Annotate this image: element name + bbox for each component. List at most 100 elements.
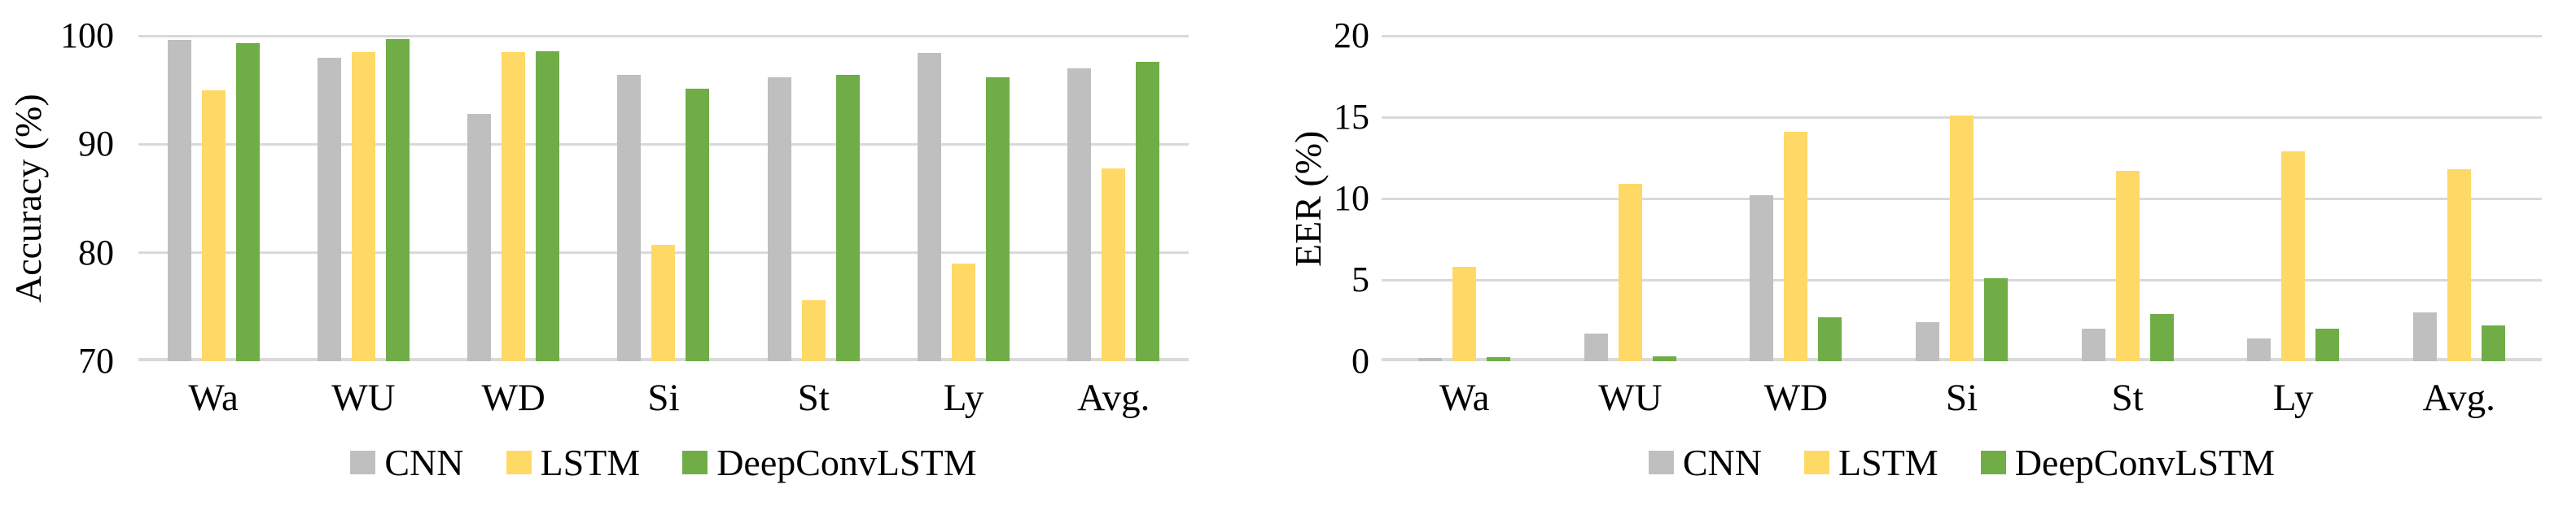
y-tick-label-10: 10 (1334, 178, 1369, 218)
bar-group-si (1879, 36, 2045, 361)
legend-item-cnn: CNN (1648, 441, 1762, 483)
bar-deepconvlstm-wd (1818, 317, 1842, 361)
lstm-legend-swatch-icon (1804, 451, 1829, 475)
bar-deepconvlstm-wd (536, 50, 560, 361)
bar-cnn-avg (2412, 312, 2437, 361)
bar-cnn-ly (2247, 338, 2272, 361)
bar-deepconvlstm-wa (235, 43, 260, 361)
bar-lstm-wu (1618, 184, 1642, 361)
eer-x-axis: Wa WU WD Si St Ly Avg. (1288, 361, 2542, 420)
accuracy-y-axis-tick-labels: 100 90 80 70 (57, 18, 114, 379)
deepconvlstm-legend-swatch-icon (1980, 451, 2006, 475)
legend-item-deepconvlstm: DeepConvLSTM (1980, 441, 2276, 483)
bar-cnn-st (2081, 329, 2105, 361)
bar-deepconvlstm-avg (2481, 325, 2505, 361)
accuracy-legend: CNN LSTM DeepConvLSTM (138, 441, 1189, 483)
category-label-wa: Wa (188, 377, 239, 419)
bar-group-avg (1039, 36, 1189, 361)
deepconvlstm-legend-swatch-icon (682, 451, 708, 475)
bar-cnn-si (617, 75, 642, 361)
bar-deepconvlstm-st (835, 75, 860, 361)
eer-chart: EER (%) 20 15 10 5 0 Wa WU WD Si St Ly Avg. CNN LST… (1287, 0, 2576, 515)
accuracy-chart: Accuracy (%) 100 90 80 70 Wa WU WD Si St Ly Avg. … (0, 18, 1189, 482)
bar-deepconvlstm-ly (2315, 329, 2340, 361)
category-label-ly: Ly (943, 377, 984, 419)
bar-deepconvlstm-wu (385, 39, 410, 361)
eer-legend: CNN LSTM DeepConvLSTM (1382, 441, 2542, 483)
y-tick-label-0: 0 (1352, 341, 1369, 381)
bar-lstm-si (1950, 116, 1974, 361)
bar-lstm-wu (351, 52, 375, 361)
category-label-wd: WD (481, 377, 545, 419)
bar-cnn-wu (1584, 334, 1608, 361)
y-tick-label-5: 5 (1352, 260, 1369, 299)
bar-lstm-wd (1784, 132, 1808, 361)
bar-group-wa (1382, 36, 1548, 361)
bar-lstm-avg (2447, 169, 2471, 361)
y-tick-label-90: 90 (78, 124, 114, 164)
bar-lstm-si (651, 245, 676, 361)
bar-cnn-ly (918, 53, 942, 361)
bar-cnn-wd (467, 114, 492, 361)
eer-plot-area (1382, 34, 2542, 361)
cnn-legend-swatch-icon (1648, 451, 1674, 475)
eer-legend-row: CNN LSTM DeepConvLSTM (1288, 420, 2542, 482)
category-label-si: Si (647, 377, 680, 419)
bar-cnn-wa (1418, 358, 1443, 361)
category-label-ly: Ly (2272, 377, 2314, 419)
bar-cnn-wu (317, 57, 341, 361)
legend-label-deepconvlstm: DeepConvLSTM (2014, 441, 2276, 483)
accuracy-plot-row: Accuracy (%) 100 90 80 70 (0, 18, 1189, 379)
bar-lstm-avg (1102, 168, 1126, 361)
legend-label-cnn: CNN (1682, 441, 1762, 483)
bar-lstm-st (801, 300, 826, 361)
bar-cnn-wd (1750, 195, 1774, 361)
gridline (1382, 34, 2542, 37)
bar-cnn-wa (167, 40, 191, 361)
y-tick-label-20: 20 (1334, 15, 1369, 55)
bar-lstm-wa (1452, 267, 1477, 361)
legend-label-deepconvlstm: DeepConvLSTM (716, 441, 977, 483)
legend-item-lstm: LSTM (1804, 443, 1939, 482)
category-label-avg: Avg. (1077, 377, 1150, 419)
accuracy-legend-row: CNN LSTM DeepConvLSTM (0, 420, 1189, 482)
legend-label-cnn: CNN (384, 441, 464, 483)
eer-y-axis-tick-labels: 20 15 10 5 0 (1329, 18, 1369, 379)
category-label-wu: WU (1598, 377, 1663, 419)
lstm-legend-swatch-icon (506, 451, 532, 475)
y-tick-label-80: 80 (78, 232, 114, 273)
bar-lstm-st (2115, 171, 2140, 361)
eer-y-axis-title: EER (%) (1287, 130, 1329, 267)
category-label-avg: Avg. (2422, 377, 2495, 419)
bar-group-ly (888, 36, 1038, 361)
accuracy-category-labels: Wa WU WD Si St Ly Avg. (138, 377, 1189, 420)
category-label-st: St (2111, 377, 2144, 419)
bar-cnn-avg (1067, 68, 1092, 361)
spacer (1288, 420, 1382, 482)
y-tick-label-15: 15 (1334, 97, 1369, 137)
gridline (138, 34, 1189, 37)
bar-lstm-ly (952, 264, 976, 361)
category-label-wd: WD (1763, 377, 1829, 419)
bar-deepconvlstm-ly (986, 76, 1010, 361)
bar-group-avg (2376, 36, 2542, 361)
bar-lstm-wa (201, 89, 226, 361)
bar-group-wu (1548, 36, 1714, 361)
eer-category-labels: Wa WU WD Si St Ly Avg. (1382, 377, 2542, 420)
bar-deepconvlstm-si (1984, 278, 2009, 361)
legend-item-cnn: CNN (350, 441, 464, 483)
bar-deepconvlstm-wa (1487, 357, 1511, 361)
legend-item-lstm: LSTM (506, 441, 641, 483)
gridline (138, 142, 1189, 146)
category-label-wu: WU (331, 377, 396, 419)
legend-label-lstm: LSTM (540, 441, 641, 483)
bar-group-wa (138, 36, 288, 361)
y-tick-label-100: 100 (60, 15, 114, 55)
bar-cnn-si (1916, 322, 1940, 361)
bar-lstm-ly (2281, 151, 2306, 361)
spacer (0, 361, 138, 420)
bar-deepconvlstm-wu (1652, 356, 1676, 361)
eer-plot-row: EER (%) 20 15 10 5 0 (1287, 18, 2542, 379)
bar-group-ly (2210, 36, 2377, 361)
